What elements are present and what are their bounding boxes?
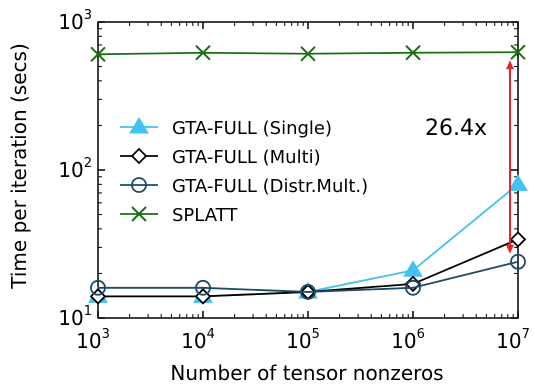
data-point [508,174,528,191]
legend-item: GTA-FULL (Distr.Mult.) [120,176,368,197]
legend-item: SPLATT [120,205,238,226]
data-point [405,45,421,61]
data-point [90,46,106,63]
legend-marker [131,206,147,222]
data-point [510,253,526,270]
plot-area [97,21,519,319]
series-2 [90,253,526,300]
data-point [195,45,211,61]
legend-item: GTA-FULL (Single) [120,117,332,139]
x-tick-label: 103 [76,327,110,353]
series-3 [90,44,526,63]
annotation-arrow-head-top [506,60,514,70]
annotation-layer: 26.4x [425,60,514,254]
legend-marker [130,147,148,165]
y-tick-label: 101 [58,304,92,330]
x-tick-label: 104 [181,327,215,353]
legend-label: GTA-FULL (Multi) [172,147,321,168]
series-layer [88,44,528,305]
x-tick-label: 105 [286,327,320,353]
y-tick-label: 102 [58,156,92,182]
plot-frame [97,21,519,319]
legend-label: GTA-FULL (Distr.Mult.) [172,176,368,197]
annotation-arrow-head-bottom [506,244,514,254]
legend-marker [129,117,149,134]
legend-item: GTA-FULL (Multi) [120,147,321,168]
annotation-label: 26.4x [425,116,487,141]
series-line [98,260,519,293]
data-point [509,231,527,248]
x-axis-label: Number of tensor nonzeros [170,361,443,385]
legend: GTA-FULL (Single) GTA-FULL (Multi) GTA-FUL… [120,117,368,226]
x-tick-label: 106 [391,327,425,353]
series-line [98,183,519,298]
data-point [300,284,316,300]
data-point [195,279,211,296]
y-tick-label: 103 [58,8,92,34]
x-tick-label: 107 [496,327,530,353]
legend-label: GTA-FULL (Single) [172,118,332,139]
data-point [510,44,526,60]
data-point [300,46,316,62]
data-point [405,279,421,296]
data-point [403,260,423,277]
y-axis-label: Time per iteration (secs) [7,43,31,289]
legend-label: SPLATT [172,205,238,226]
legend-marker [131,177,147,193]
axes: 103 104 105 106 107 101 102 103 [58,8,530,353]
data-point [90,279,106,296]
